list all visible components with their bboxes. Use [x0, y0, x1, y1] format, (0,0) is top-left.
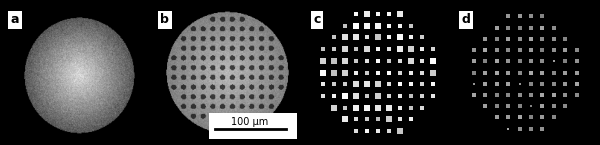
Text: c: c: [314, 13, 321, 26]
Text: 100 μm: 100 μm: [231, 117, 269, 127]
Text: b: b: [160, 13, 169, 26]
Text: a: a: [11, 13, 19, 26]
FancyBboxPatch shape: [209, 113, 296, 139]
Text: d: d: [461, 13, 470, 26]
